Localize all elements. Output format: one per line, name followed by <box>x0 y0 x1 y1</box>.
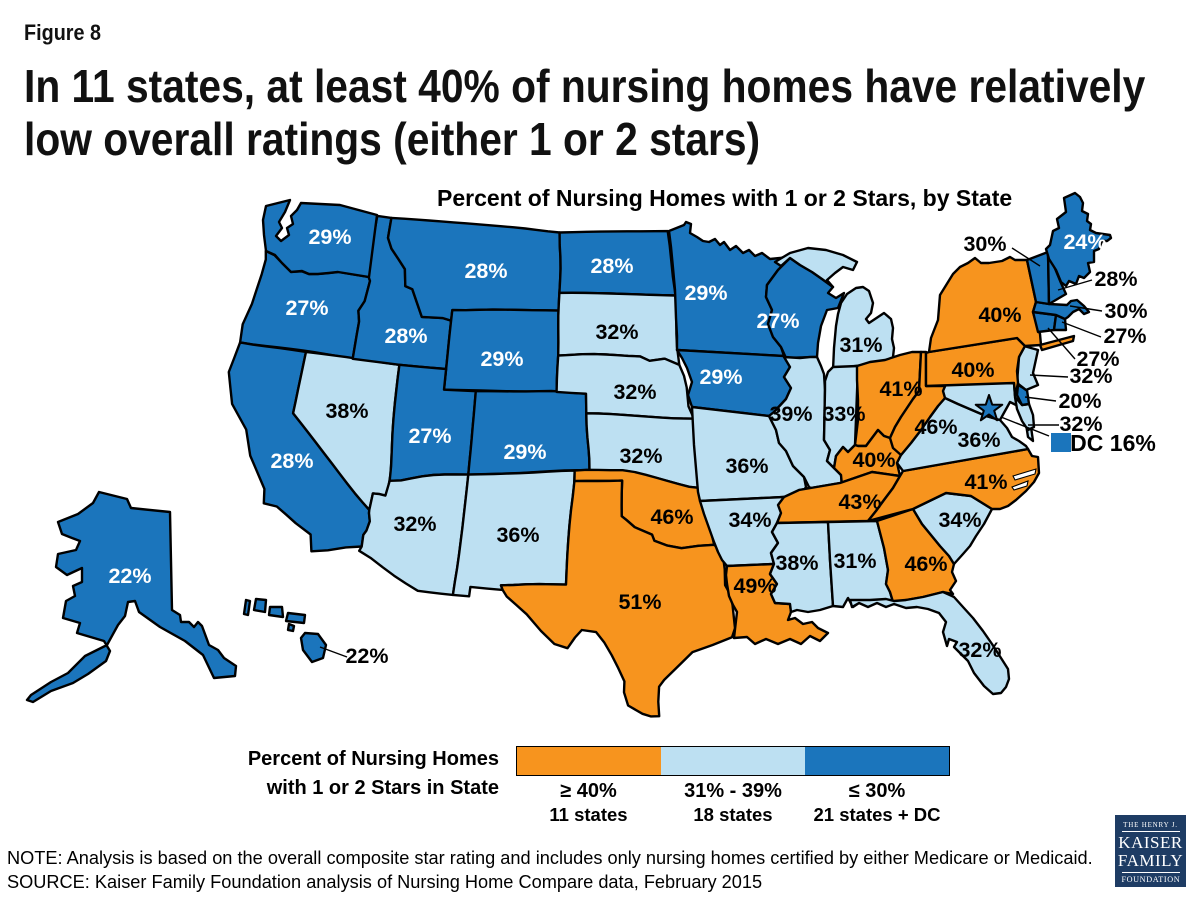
svg-text:29%: 29% <box>503 440 546 464</box>
svg-text:49%: 49% <box>733 574 776 598</box>
svg-text:28%: 28% <box>270 449 313 473</box>
svg-text:22%: 22% <box>108 564 151 588</box>
svg-text:32%: 32% <box>619 444 662 468</box>
svg-text:32%: 32% <box>1059 412 1102 436</box>
svg-text:30%: 30% <box>1104 299 1147 323</box>
svg-text:46%: 46% <box>904 552 947 576</box>
svg-text:32%: 32% <box>613 380 656 404</box>
svg-text:38%: 38% <box>775 551 818 575</box>
svg-text:27%: 27% <box>285 296 328 320</box>
svg-text:31%: 31% <box>839 333 882 357</box>
svg-text:27%: 27% <box>1103 324 1146 348</box>
svg-text:29%: 29% <box>480 347 523 371</box>
svg-text:29%: 29% <box>684 281 727 305</box>
svg-text:30%: 30% <box>963 232 1006 256</box>
svg-text:36%: 36% <box>725 454 768 478</box>
svg-text:46%: 46% <box>650 505 693 529</box>
svg-text:40%: 40% <box>951 358 994 382</box>
svg-text:28%: 28% <box>1094 267 1137 291</box>
svg-text:20%: 20% <box>1058 389 1101 413</box>
svg-text:31%: 31% <box>833 549 876 573</box>
svg-text:34%: 34% <box>728 508 771 532</box>
svg-text:36%: 36% <box>957 428 1000 452</box>
svg-text:36%: 36% <box>496 523 539 547</box>
svg-text:28%: 28% <box>464 259 507 283</box>
svg-text:22%: 22% <box>345 644 388 668</box>
svg-text:28%: 28% <box>384 324 427 348</box>
svg-text:28%: 28% <box>590 254 633 278</box>
svg-text:32%: 32% <box>1069 364 1112 388</box>
svg-text:32%: 32% <box>393 512 436 536</box>
svg-text:43%: 43% <box>838 490 881 514</box>
svg-text:46%: 46% <box>914 415 957 439</box>
svg-text:39%: 39% <box>769 402 812 426</box>
svg-text:40%: 40% <box>852 448 895 472</box>
svg-text:34%: 34% <box>938 508 981 532</box>
svg-text:DC 16%: DC 16% <box>1070 430 1156 456</box>
svg-text:29%: 29% <box>308 225 351 249</box>
svg-text:32%: 32% <box>595 320 638 344</box>
svg-text:29%: 29% <box>699 365 742 389</box>
svg-text:27%: 27% <box>408 424 451 448</box>
svg-text:51%: 51% <box>618 590 661 614</box>
svg-text:40%: 40% <box>978 303 1021 327</box>
svg-text:32%: 32% <box>958 638 1001 662</box>
svg-text:33%: 33% <box>822 402 865 426</box>
svg-text:41%: 41% <box>964 470 1007 494</box>
svg-text:38%: 38% <box>325 399 368 423</box>
svg-text:27%: 27% <box>1076 347 1119 371</box>
svg-text:27%: 27% <box>756 309 799 333</box>
svg-text:41%: 41% <box>879 377 922 401</box>
svg-text:24%: 24% <box>1063 230 1106 254</box>
